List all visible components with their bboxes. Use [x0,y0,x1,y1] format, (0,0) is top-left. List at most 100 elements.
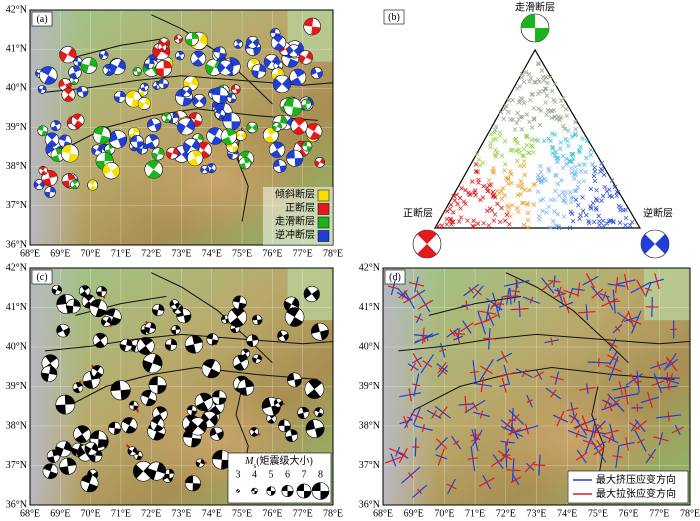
focal-mechanism [252,353,262,364]
ternary-point [519,200,525,206]
focal-mechanism [59,46,77,64]
ternary-point [588,186,594,192]
ball-quadrant [41,366,57,382]
extension-axis [582,439,596,446]
fault-line [45,333,334,352]
legend-label: 最大拉张应变方向 [596,487,676,500]
panel-label: (a) [36,14,47,25]
ternary-point [521,159,527,164]
ternary-point [517,163,523,169]
extension-axis [410,413,424,420]
focal-mechanism [266,413,277,424]
ternary-point [552,209,557,214]
extension-axis [470,438,480,442]
size-label: 7 [302,469,307,480]
ternary-point [447,206,453,212]
extension-axis [575,430,580,438]
focal-mechanism [177,117,195,136]
fault-line [413,366,675,411]
focal-mechanism [227,307,248,327]
focal-mechanism [303,17,321,36]
ternary-point [508,172,514,177]
lat-label: 39°N [359,381,380,392]
extension-axis [416,290,422,298]
ternary-point [535,172,541,178]
ball-quadrant [51,285,62,295]
ternary-point [451,193,457,199]
ternary-point [532,181,538,187]
ternary-point [578,144,583,150]
focal-mechanism [96,286,108,297]
ball-quadrant [417,230,437,258]
focal-mechanism [251,63,267,79]
ternary-point [530,91,536,97]
ball-quadrant [80,57,98,74]
focal-mechanism [70,179,80,190]
ball-quadrant [147,462,166,480]
ternary-point [493,195,498,200]
ternary-point [592,178,598,184]
focal-mechanism [640,229,670,259]
ternary-point [472,188,478,193]
ball-quadrant [129,401,139,411]
ternary-point [455,201,460,207]
lat-label: 42°N [6,262,27,273]
focal-mechanism [87,179,99,191]
ternary-point [568,209,574,215]
ball-quadrant [95,152,114,170]
ternary-point [491,170,496,175]
focal-mechanism [272,74,292,94]
focal-mechanism [128,400,139,411]
lon-label: 70°E [81,508,101,519]
lon-label: 71°E [111,508,131,519]
focal-mechanism [121,417,138,434]
extension-axis [627,310,635,328]
ternary-point [553,173,559,179]
extension-axis [636,279,646,296]
ternary-point [521,163,527,169]
fault-line [45,75,334,93]
extension-axis [509,427,515,436]
size-quadrant [296,483,312,499]
ternary-point [525,202,531,207]
extension-axis [553,292,567,298]
ball-quadrant [314,157,325,167]
ternary-point [564,113,569,119]
ball-quadrant [104,143,115,155]
ternary-point [555,159,560,165]
focal-mechanism [102,162,120,180]
ternary-point [495,201,500,207]
ball-quadrant [305,419,325,438]
ternary-point [525,217,531,223]
ball-quadrant [274,60,283,71]
extension-axis [579,386,596,391]
ternary-point [475,169,480,174]
ball-quadrant [175,51,184,60]
focal-mechanism [304,379,325,399]
focal-mechanism [92,126,111,145]
ternary-point [527,79,532,84]
extension-axis [469,434,481,437]
legend-swatch [317,230,330,242]
fault-line [150,272,273,364]
legend-title-part: M [244,456,254,467]
lon-label: 74°E [202,508,222,519]
extension-axis [593,447,604,456]
ternary-point [530,150,536,155]
ball-quadrant [264,127,278,143]
ternary-point [504,103,509,109]
ternary-point [435,224,441,229]
ball-quadrant [81,474,98,493]
focal-mechanism [91,144,103,156]
extension-axis [401,292,406,300]
extension-axis [614,325,621,332]
fault-line [398,333,691,352]
ball-quadrant [272,35,285,51]
focal-mechanism [301,140,313,152]
extension-axis [624,387,629,405]
ternary-point [522,187,528,193]
extension-axis [671,426,684,434]
ternary-point [623,222,628,228]
extension-axis [526,399,533,403]
extension-axis [562,296,570,314]
